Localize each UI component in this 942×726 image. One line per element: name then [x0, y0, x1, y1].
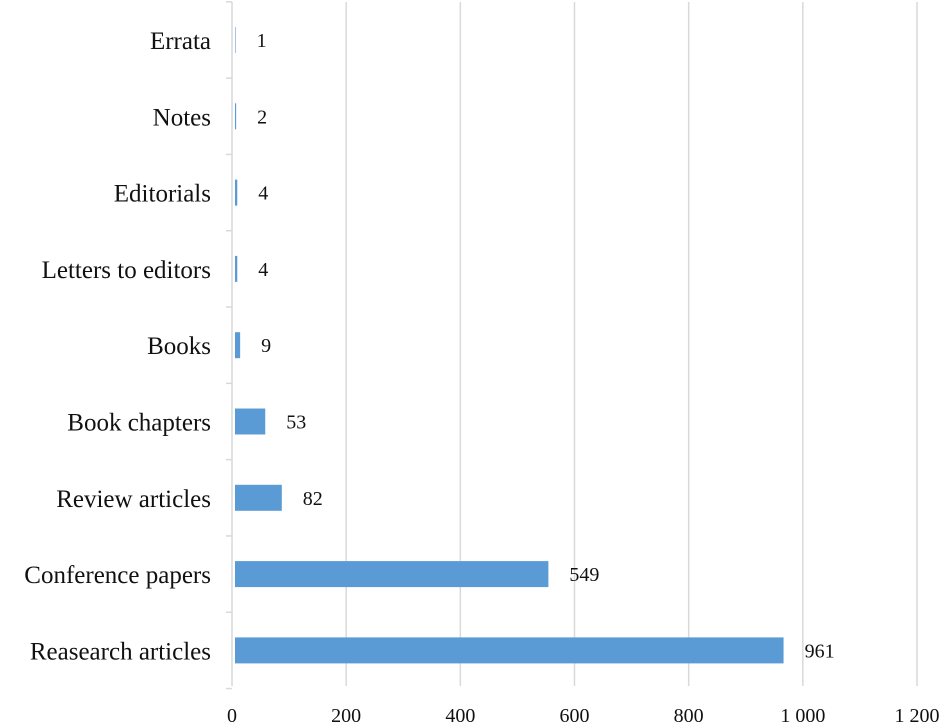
- bars: [235, 27, 784, 664]
- bar-8: [235, 561, 549, 588]
- bar-9: [235, 637, 784, 664]
- data-label-1: 1: [257, 30, 267, 52]
- x-tick-label-400: 400: [445, 705, 475, 726]
- bar-3: [235, 179, 238, 206]
- category-axis: [226, 1, 233, 690]
- data-label-4: 4: [258, 259, 268, 281]
- category-label-3: Editorials: [114, 181, 211, 208]
- data-labels: 1 2 4 4 9 53 82 549 961: [257, 30, 835, 662]
- category-label-4: Letters to editors: [42, 257, 211, 284]
- x-tick-label-800: 800: [674, 705, 704, 726]
- data-label-2: 2: [257, 106, 267, 128]
- data-label-5: 9: [261, 335, 271, 357]
- category-label-8: Conference papers: [24, 562, 211, 589]
- data-label-8: 549: [569, 564, 599, 586]
- x-tick-label-0: 0: [227, 705, 237, 726]
- data-label-3: 4: [258, 183, 268, 205]
- x-tick-labels: 0 200 400 600 800 1 000 1 200: [227, 705, 940, 726]
- category-label-1: Errata: [150, 28, 211, 55]
- bar-4: [235, 255, 238, 282]
- data-label-9: 961: [805, 640, 835, 662]
- category-label-9: Reasearch articles: [30, 638, 211, 665]
- category-label-6: Book chapters: [67, 410, 211, 437]
- category-labels: Errata Notes Editorials Letters to editors B…: [24, 28, 211, 665]
- bar-7: [235, 484, 282, 511]
- bar-6: [235, 408, 266, 435]
- x-tick-label-200: 200: [331, 705, 361, 726]
- category-label-5: Books: [147, 333, 211, 360]
- data-label-7: 82: [303, 488, 323, 510]
- bar-5: [235, 332, 241, 359]
- data-label-6: 53: [286, 412, 306, 434]
- x-tick-label-1000: 1 000: [780, 705, 825, 726]
- category-label-7: Review articles: [56, 486, 211, 513]
- bar-1: [235, 27, 236, 53]
- category-label-2: Notes: [153, 104, 211, 131]
- x-tick-label-600: 600: [560, 705, 590, 726]
- x-tick-label-1200: 1 200: [895, 705, 940, 726]
- bar-2: [235, 103, 237, 130]
